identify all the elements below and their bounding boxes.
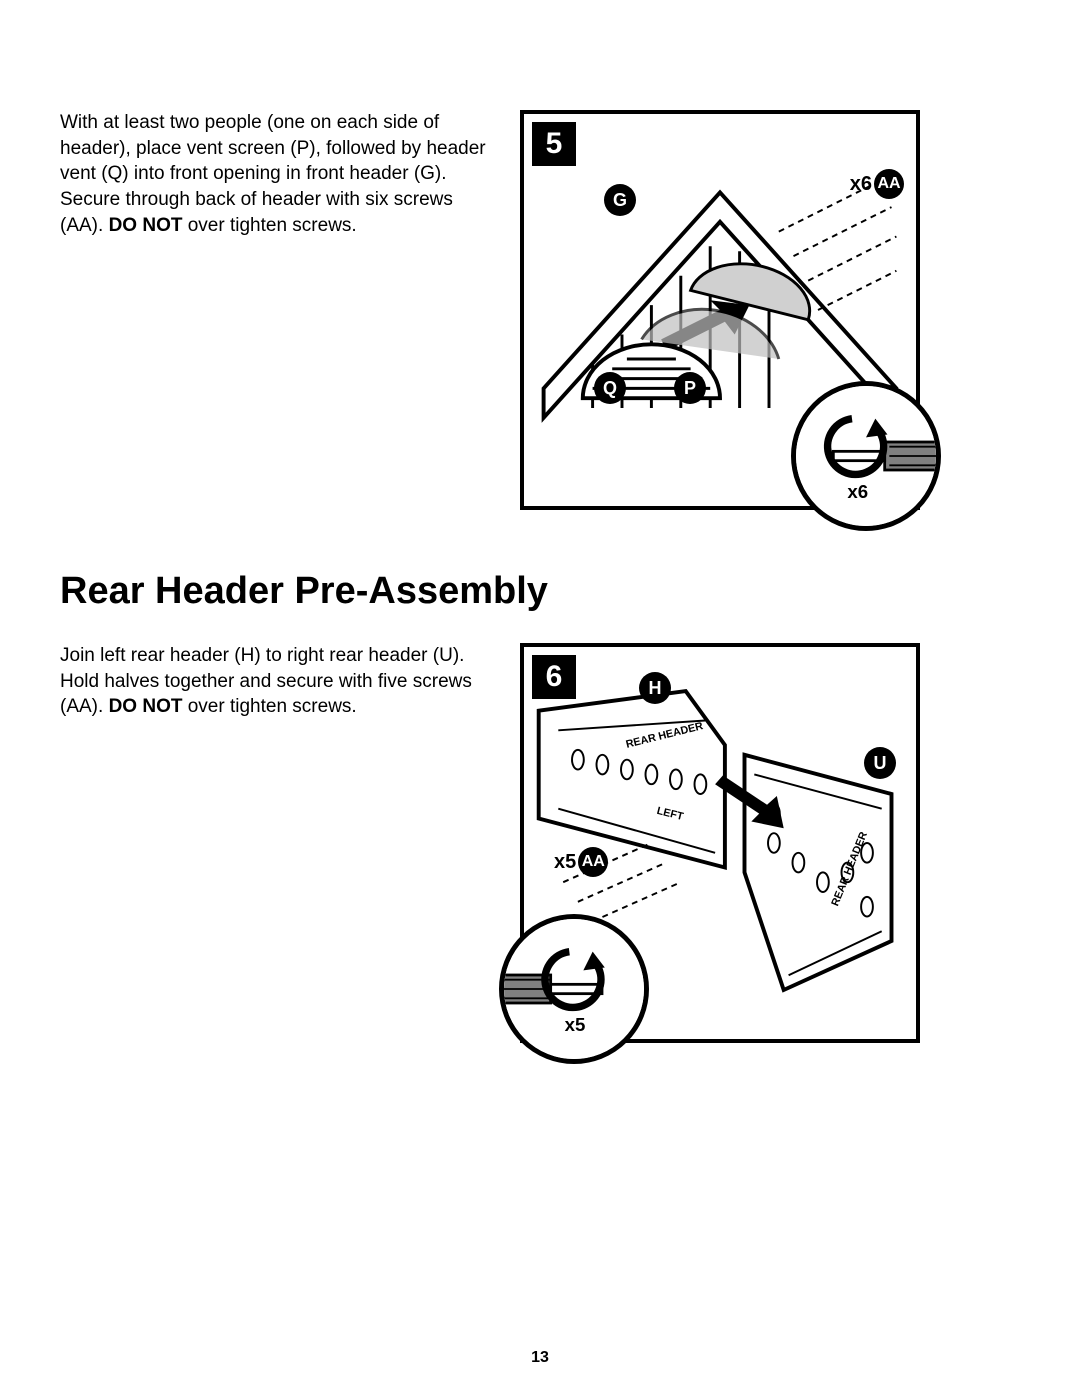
step5-text-bold: DO NOT	[109, 215, 183, 236]
screwdriver-icon-6: x5	[504, 919, 644, 1059]
step-number-badge: 5	[532, 122, 576, 166]
manual-page: With at least two people (one on each si…	[0, 0, 1080, 1397]
svg-text:x6: x6	[847, 481, 868, 502]
screwdriver-icon: x6	[796, 386, 936, 526]
step5-text-post: over tighten screws.	[182, 215, 356, 236]
label-U: U	[864, 747, 896, 779]
section-title: Rear Header Pre-Assembly	[60, 570, 1020, 613]
label-H: H	[639, 672, 671, 704]
screw-count-top: x6 AA	[850, 169, 904, 199]
step-6-text: Join left rear header (H) to right rear …	[60, 643, 490, 720]
screw-count-step6: x5 AA	[554, 847, 608, 877]
label-AA-circ-6: AA	[578, 847, 608, 877]
screwdriver-inset-6: x5	[499, 914, 649, 1064]
label-AA-circ: AA	[874, 169, 904, 199]
label-G: G	[604, 184, 636, 216]
svg-text:x5: x5	[565, 1014, 586, 1035]
screwdriver-inset: x6	[791, 381, 941, 531]
label-P: P	[674, 372, 706, 404]
step6-text-post: over tighten screws.	[182, 696, 356, 717]
step-6-figure: 6 REAR HEADER	[520, 643, 920, 1043]
step-number-badge-6: 6	[532, 655, 576, 699]
step-5-text: With at least two people (one on each si…	[60, 110, 490, 238]
step-5-row: With at least two people (one on each si…	[60, 110, 1020, 510]
count-x6: x6	[850, 173, 872, 196]
page-number: 13	[531, 1349, 549, 1367]
count-x5: x5	[554, 851, 576, 874]
step-5-figure: 5	[520, 110, 920, 510]
step6-text-bold: DO NOT	[109, 696, 183, 717]
label-Q: Q	[594, 372, 626, 404]
step-6-row: Join left rear header (H) to right rear …	[60, 643, 1020, 1043]
